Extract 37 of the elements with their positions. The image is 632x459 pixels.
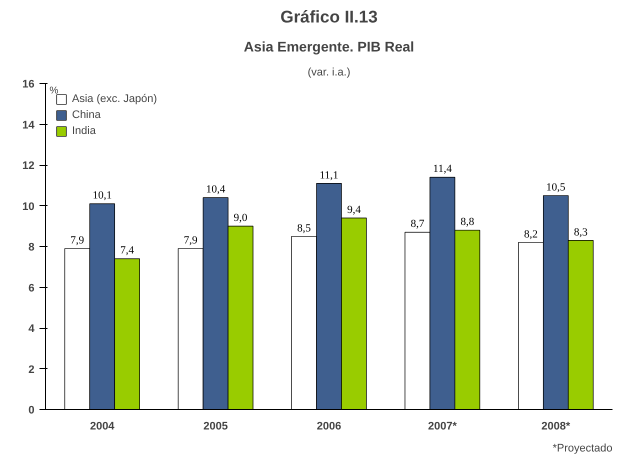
legend-label: India xyxy=(72,125,96,137)
data-label: 7,4 xyxy=(120,244,135,257)
y-tick-label: 4 xyxy=(28,323,36,335)
x-tick-label: 2004 xyxy=(90,420,116,432)
x-tick-label: 2006 xyxy=(316,420,342,432)
data-label: 9,4 xyxy=(347,204,362,216)
data-label: 8,8 xyxy=(460,216,475,228)
legend-label: Asia (exc. Japón) xyxy=(72,93,157,105)
data-label: 10,1 xyxy=(92,190,112,202)
text: *Proyectado xyxy=(552,442,613,454)
y-tick-label: 8 xyxy=(28,242,35,254)
chart-title: Gráfico II.13 xyxy=(280,8,378,26)
y-tick-label: 16 xyxy=(22,78,35,90)
x-tick-label: 2007* xyxy=(428,420,458,432)
text: (var. i.a.) xyxy=(308,66,350,78)
data-label: 8,2 xyxy=(524,228,538,240)
data-label: 9,0 xyxy=(234,212,248,224)
data-label: 10,5 xyxy=(546,182,566,194)
x-tick-label: 2005 xyxy=(203,420,228,432)
y-tick-label: 2 xyxy=(28,364,35,376)
data-label: 8,3 xyxy=(574,226,588,238)
data-label: 7,9 xyxy=(70,234,85,247)
y-tick-label: 0 xyxy=(28,404,35,416)
y-axis-title: % xyxy=(50,86,58,96)
chart-subtitle: Asia Emergente. PIB Real xyxy=(244,38,414,54)
data-label: 8,5 xyxy=(297,222,312,234)
data-label: 7,9 xyxy=(184,234,198,247)
y-tick-label: 12 xyxy=(22,160,35,172)
y-tick-label: 14 xyxy=(22,119,36,132)
data-label: 11,4 xyxy=(432,163,452,176)
data-label: 8,7 xyxy=(410,218,425,230)
data-label: 11,1 xyxy=(320,169,338,182)
y-tick-label: 6 xyxy=(28,282,35,294)
data-label: 10,4 xyxy=(206,184,226,196)
legend-label: China xyxy=(72,109,101,121)
x-tick-label: 2008* xyxy=(541,420,571,432)
y-tick-label: 10 xyxy=(22,200,35,213)
